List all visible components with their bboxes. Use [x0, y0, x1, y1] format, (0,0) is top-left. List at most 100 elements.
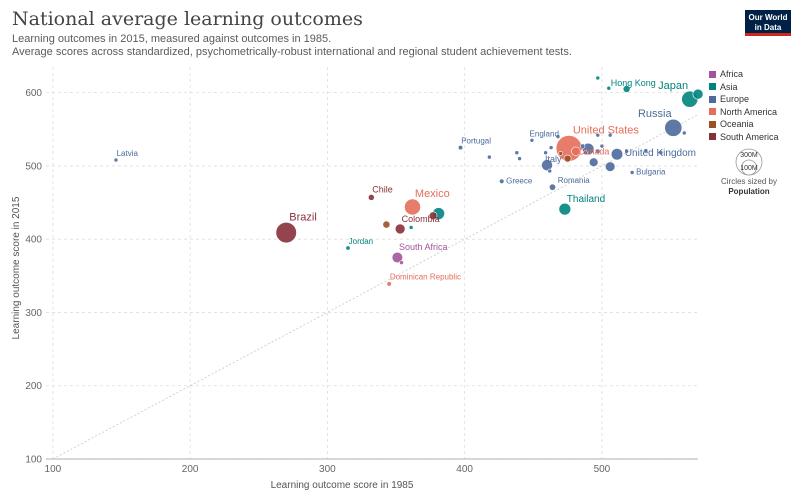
data-point: [622, 85, 631, 93]
data-point: [404, 198, 421, 216]
data-point: [548, 183, 557, 191]
subtitle-line-2: Average scores across standardized, psyc…: [12, 46, 572, 58]
data-point: [643, 148, 649, 153]
region-legend: Africa Asia Europe North America Oceania Sout…: [709, 68, 779, 143]
data-point: [543, 150, 548, 156]
data-point: [583, 150, 588, 156]
data-point: [595, 75, 601, 81]
data-point: [386, 281, 392, 287]
legend-swatch: [709, 83, 716, 91]
legend-label: Europe: [720, 94, 750, 105]
data-point: [571, 146, 581, 156]
data-label: Bulgaria: [636, 168, 666, 177]
data-label: Chile: [372, 184, 393, 194]
owid-logo[interactable]: Our World in Data: [745, 10, 791, 36]
data-point: [275, 221, 297, 244]
data-point: [382, 220, 391, 229]
y-tick-label: 200: [25, 381, 42, 392]
y-tick-label: 400: [25, 235, 42, 246]
data-label: South Africa: [399, 242, 448, 252]
data-point: [367, 194, 375, 201]
data-point: [607, 132, 613, 138]
y-tick-label: 300: [25, 308, 42, 319]
data-point: [588, 157, 599, 167]
data-point: [548, 145, 554, 150]
legend-label: Oceania: [720, 119, 754, 130]
y-tick-label: 600: [25, 88, 42, 99]
data-point: [595, 148, 601, 154]
legend-item[interactable]: South America: [709, 131, 779, 144]
size-legend-circle-small: [741, 159, 757, 176]
data-point: [514, 150, 520, 156]
data-label: England: [530, 129, 559, 138]
data-label: Greece: [506, 176, 533, 185]
legend-item[interactable]: Oceania: [709, 118, 779, 131]
legend-label: Africa: [720, 69, 744, 80]
data-point: [113, 157, 119, 163]
data-point: [499, 178, 505, 184]
data-point: [391, 251, 404, 264]
size-legend-circles: 300M 100M: [735, 148, 763, 176]
chart-subtitle: Learning outcomes in 2015, measured agai…: [12, 33, 572, 59]
legend-item[interactable]: Asia: [709, 81, 779, 94]
data-point: [408, 225, 414, 230]
data-point: [595, 132, 601, 138]
x-axis-title: Learning outcome score in 1985: [271, 480, 414, 491]
data-point: [555, 134, 561, 139]
data-label: Mexico: [415, 188, 450, 200]
data-point: [658, 150, 664, 156]
data-point: [681, 130, 687, 136]
legend-label: South America: [720, 131, 779, 142]
data-point: [604, 161, 616, 172]
data-point: [529, 137, 535, 143]
data-point: [610, 148, 624, 161]
data-label: Colombia: [402, 214, 440, 224]
subtitle-line-1: Learning outcomes in 2015, measured agai…: [12, 33, 332, 45]
data-point: [629, 170, 635, 175]
y-tick-label: 100: [25, 455, 42, 466]
data-label: Jordan: [349, 237, 373, 246]
data-label: United States: [573, 124, 640, 136]
legend-item[interactable]: Africa: [709, 68, 779, 81]
data-label: Russia: [638, 108, 673, 120]
data-label: Japan: [658, 80, 688, 92]
logo-line-2: in Data: [754, 23, 782, 32]
data-point: [457, 145, 464, 151]
legend-swatch: [709, 95, 716, 103]
data-label: Romania: [558, 176, 591, 185]
data-point: [428, 211, 438, 220]
size-legend: 300M 100M Circles sized by Population: [716, 145, 782, 196]
size-legend-variable: Population: [728, 187, 770, 196]
size-legend-note: Circles sized by: [720, 177, 777, 186]
legend-item[interactable]: North America: [709, 106, 779, 119]
data-point: [517, 156, 522, 161]
size-legend-label-small: 100M: [740, 165, 758, 172]
data-point: [599, 143, 605, 149]
data-label: Hong Kong: [611, 78, 656, 88]
chart-title: National average learning outcomes: [12, 8, 363, 30]
data-point: [624, 148, 629, 154]
data-label: Latvia: [117, 149, 139, 158]
data-label: Dominican Republic: [390, 273, 461, 282]
reference-line: [52, 114, 699, 460]
data-label: Italy: [545, 154, 562, 164]
logo-line-1: Our World: [748, 13, 788, 22]
data-label: Brazil: [289, 211, 317, 223]
x-tick-label: 500: [594, 464, 611, 475]
data-point: [547, 168, 553, 174]
y-axis-title: Learning outcome score in 2015: [11, 196, 22, 339]
data-label: Portugal: [461, 136, 491, 145]
size-legend-label-large: 300M: [740, 152, 758, 159]
legend-label: Asia: [720, 81, 738, 92]
data-point: [563, 154, 572, 163]
data-point: [487, 154, 492, 160]
data-point: [580, 143, 586, 149]
legend-swatch: [709, 70, 716, 78]
legend-item[interactable]: Europe: [709, 93, 779, 106]
data-point: [541, 159, 553, 172]
x-tick-label: 200: [182, 464, 199, 475]
data-point: [606, 85, 612, 91]
data-point: [664, 118, 683, 137]
x-tick-label: 100: [45, 464, 62, 475]
